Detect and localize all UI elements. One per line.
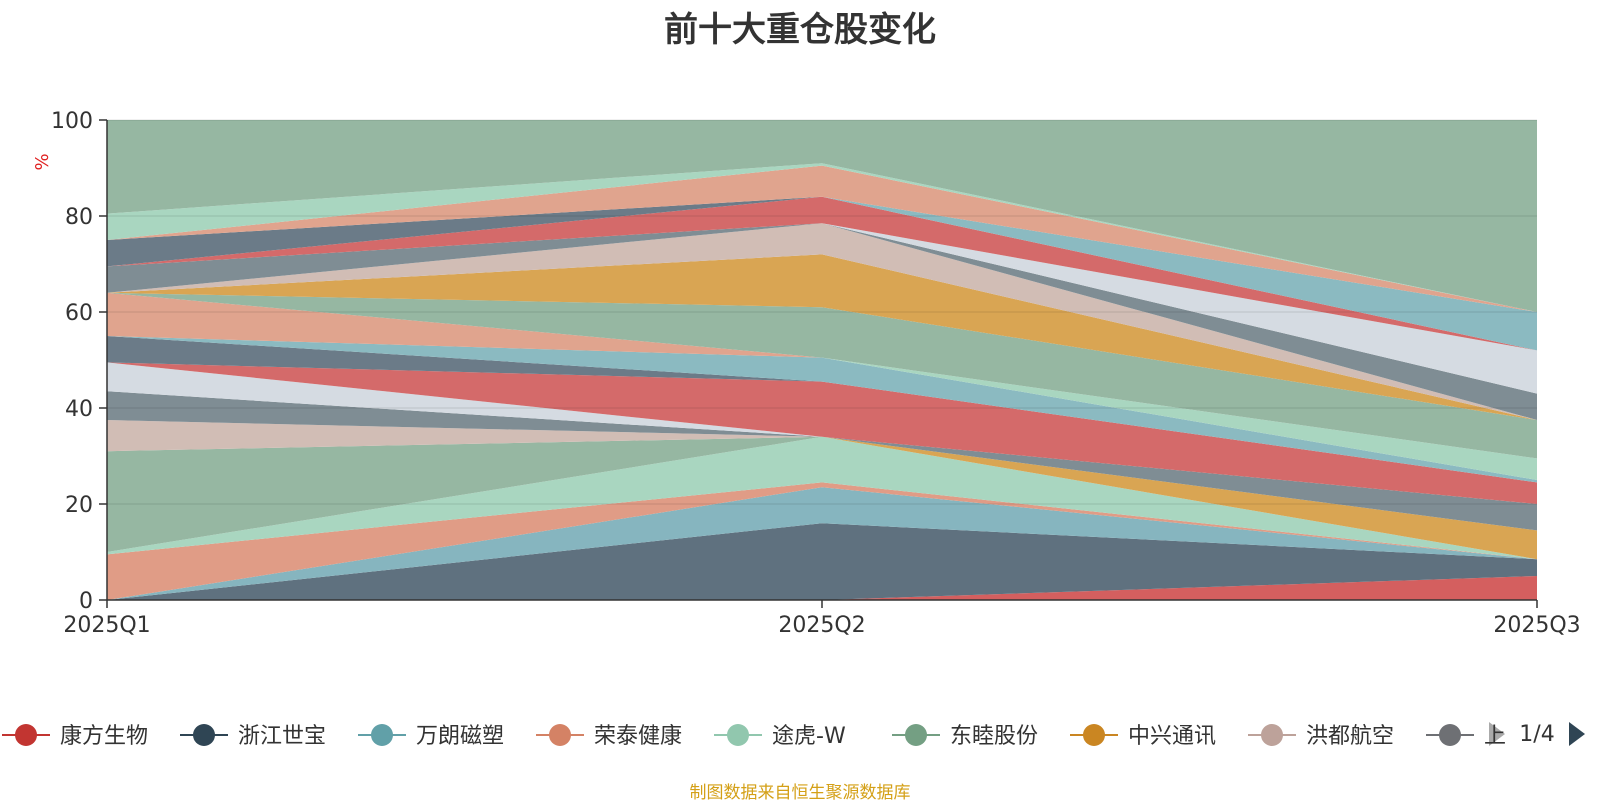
legend-item[interactable]: 途虎-W bbox=[714, 724, 846, 749]
axis-layer: % 0 20 40 60 80 100 2025Q1 2025Q2 2025Q3 bbox=[32, 109, 1581, 638]
x-tick-label: 2025Q2 bbox=[778, 613, 865, 638]
x-tick-label: 2025Q3 bbox=[1493, 613, 1580, 638]
area-band-5 bbox=[107, 436, 1537, 560]
legend-circle-marker bbox=[193, 724, 215, 746]
legend-label: 中兴通讯 bbox=[1128, 724, 1216, 749]
chart-title: 前十大重仓股变化 bbox=[664, 10, 936, 50]
legend-circle-marker bbox=[905, 724, 927, 746]
legend: 1/4 康方生物 浙江世宝 万朗磁塑 荣泰健康 途虎-W 东睦股份 中兴通讯 洪都航空 上 bbox=[2, 722, 1585, 749]
area-band-21 bbox=[107, 196, 1537, 351]
area-band-20 bbox=[107, 223, 1537, 394]
legend-circle-marker bbox=[1083, 724, 1105, 746]
grid-layer bbox=[107, 119, 1537, 505]
legend-item[interactable]: 洪都航空 bbox=[1248, 724, 1394, 749]
legend-item[interactable]: 万朗磁塑 bbox=[358, 724, 504, 749]
legend-item[interactable]: 东睦股份 bbox=[892, 724, 1038, 749]
legend-item[interactable]: 上 bbox=[1426, 724, 1506, 749]
area-band-7 bbox=[107, 436, 1537, 560]
legend-label: 康方生物 bbox=[60, 724, 148, 749]
y-tick-label: 60 bbox=[65, 301, 93, 326]
y-tick-label: 40 bbox=[65, 397, 93, 422]
area-band-17 bbox=[107, 254, 1537, 420]
area-band-6 bbox=[107, 436, 1537, 560]
area-band-26 bbox=[107, 120, 1537, 312]
legend-circle-marker bbox=[1439, 724, 1461, 746]
legend-item[interactable]: 荣泰健康 bbox=[536, 724, 682, 749]
area-band-24 bbox=[107, 165, 1537, 312]
legend-label: 浙江世宝 bbox=[238, 724, 326, 749]
area-layer bbox=[107, 120, 1537, 600]
area-band-18 bbox=[107, 223, 1537, 420]
legend-circle-marker bbox=[727, 724, 749, 746]
area-band-23 bbox=[107, 196, 1537, 351]
legend-page-indicator: 1/4 bbox=[1519, 722, 1554, 747]
area-band-9 bbox=[107, 391, 1537, 531]
legend-label: 东睦股份 bbox=[950, 724, 1038, 749]
legend-label: 途虎-W bbox=[772, 724, 846, 749]
y-tick-label: 80 bbox=[65, 205, 93, 230]
area-band-2 bbox=[107, 523, 1537, 600]
area-band-11 bbox=[107, 362, 1537, 504]
area-band-4 bbox=[107, 482, 1537, 600]
legend-item[interactable]: 浙江世宝 bbox=[180, 724, 326, 749]
legend-item[interactable]: 中兴通讯 bbox=[1070, 724, 1216, 749]
area-band-12 bbox=[107, 336, 1537, 483]
area-band-16 bbox=[107, 292, 1537, 459]
legend-circle-marker bbox=[15, 724, 37, 746]
area-band-1 bbox=[107, 576, 1537, 600]
x-tick-label: 2025Q1 bbox=[63, 613, 150, 638]
legend-label: 万朗磁塑 bbox=[416, 724, 504, 749]
legend-item[interactable]: 康方生物 bbox=[2, 724, 148, 749]
legend-prev-page-icon[interactable] bbox=[1489, 722, 1505, 746]
y-tick-label: 0 bbox=[79, 589, 93, 614]
area-band-25 bbox=[107, 163, 1537, 312]
area-band-14 bbox=[107, 292, 1537, 480]
y-axis-label: % bbox=[32, 153, 53, 170]
area-band-3 bbox=[107, 487, 1537, 600]
y-tick-label: 20 bbox=[65, 493, 93, 518]
area-band-8 bbox=[107, 420, 1537, 531]
legend-label: 荣泰健康 bbox=[594, 724, 682, 749]
legend-label: 上 bbox=[1484, 724, 1506, 749]
source-note: 制图数据来自恒生聚源数据库 bbox=[689, 783, 911, 803]
legend-circle-marker bbox=[371, 724, 393, 746]
legend-circle-marker bbox=[549, 724, 571, 746]
y-tick-label: 100 bbox=[51, 109, 93, 134]
legend-next-page-icon[interactable] bbox=[1569, 722, 1585, 746]
legend-circle-marker bbox=[1261, 724, 1283, 746]
area-band-13 bbox=[107, 336, 1537, 483]
legend-label: 洪都航空 bbox=[1306, 724, 1394, 749]
